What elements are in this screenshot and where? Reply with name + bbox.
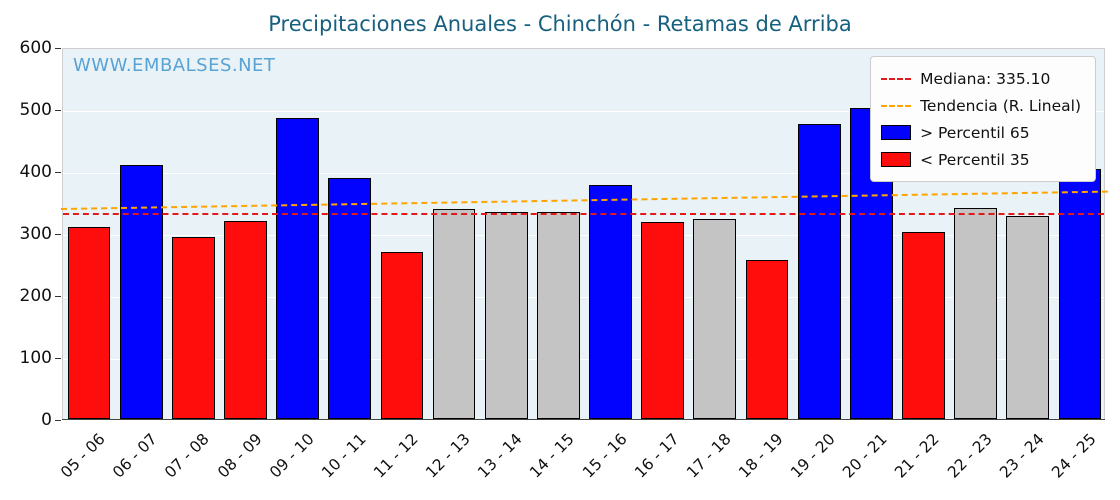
- x-axis-line: [62, 419, 1105, 420]
- bar-10-11: [328, 178, 372, 419]
- y-tick-label-500: 500: [19, 100, 52, 120]
- bar-12-13: [432, 209, 476, 419]
- chart-title: Precipitaciones Anuales - Chinchón - Ret…: [268, 12, 852, 36]
- x-tick-label-05-06: 05 - 06: [57, 430, 109, 482]
- bar-16-17: [641, 221, 685, 419]
- x-tick-label-16-17: 16 - 17: [630, 430, 683, 482]
- x-tick-label-18-19: 18 - 19: [735, 430, 787, 482]
- legend-label-below: < Percentil 35: [920, 150, 1030, 169]
- gridline-300: [63, 235, 1104, 236]
- x-tick-label-10-11: 10 - 11: [317, 430, 370, 482]
- median-dashed-line-sample: [881, 77, 912, 80]
- y-tick-mark-100: [55, 358, 61, 359]
- legend-label-trend: Tendencia (R. Lineal): [920, 96, 1081, 115]
- bar-11-12: [380, 251, 424, 419]
- y-tick-mark-200: [55, 296, 61, 297]
- bar-17-18: [693, 218, 737, 419]
- x-tick-label-06-07: 06 - 07: [109, 430, 161, 482]
- bar-15-16: [589, 185, 632, 419]
- x-tick-label-09-10: 09 - 10: [265, 430, 318, 482]
- y-tick-label-300: 300: [19, 224, 52, 244]
- trend-dashed-line-sample: [881, 104, 912, 107]
- legend: Mediana: 335.10 Tendencia (R. Lineal) > …: [870, 56, 1096, 182]
- bar-22-23: [954, 208, 997, 419]
- bar-13-14: [484, 211, 528, 419]
- bar-09-10: [276, 118, 320, 419]
- x-tick-label-15-16: 15 - 16: [578, 430, 631, 482]
- bar-19-20: [797, 123, 841, 419]
- bar-05-06: [67, 226, 111, 419]
- gridline-100: [63, 359, 1104, 360]
- watermark: WWW.EMBALSES.NET: [73, 55, 276, 76]
- gridline-200: [63, 297, 1104, 298]
- above-percentile-color-swatch: [881, 125, 912, 140]
- y-tick-mark-500: [55, 110, 61, 111]
- x-tick-label-24-25: 24 - 25: [1048, 430, 1100, 482]
- bar-08-09: [224, 220, 267, 419]
- x-tick-label-08-09: 08 - 09: [213, 430, 266, 482]
- x-tick-label-23-24: 23 - 24: [995, 430, 1048, 482]
- legend-row-trend: Tendencia (R. Lineal): [881, 92, 1081, 119]
- legend-label-median: Mediana: 335.10: [920, 69, 1051, 88]
- x-tick-label-19-20: 19 - 20: [787, 430, 839, 482]
- y-tick-label-0: 0: [41, 410, 52, 430]
- x-tick-label-21-22: 21 - 22: [891, 430, 944, 482]
- legend-row-median: Mediana: 335.10: [881, 65, 1081, 92]
- gridline-400: [63, 173, 1104, 174]
- x-tick-label-11-12: 11 - 12: [370, 430, 422, 482]
- median-line: [63, 213, 1104, 216]
- y-tick-label-200: 200: [19, 286, 52, 306]
- legend-label-above: > Percentil 65: [920, 123, 1030, 142]
- y-tick-mark-400: [55, 172, 61, 173]
- bar-21-22: [902, 232, 945, 419]
- legend-row-above-percentile: > Percentil 65: [881, 119, 1081, 146]
- trend-line: [61, 190, 1108, 211]
- y-tick-label-100: 100: [19, 348, 52, 368]
- x-tick-label-07-08: 07 - 08: [161, 430, 214, 482]
- bar-24-25: [1058, 168, 1102, 419]
- x-tick-label-22-23: 22 - 23: [943, 430, 996, 482]
- y-tick-mark-600: [55, 48, 61, 49]
- bar-07-08: [171, 237, 215, 419]
- y-tick-label-400: 400: [19, 162, 52, 182]
- y-tick-mark-0: [55, 420, 61, 421]
- bar-14-15: [537, 211, 580, 419]
- x-tick-label-20-21: 20 - 21: [839, 430, 892, 482]
- y-tick-label-600: 600: [19, 38, 52, 58]
- x-tick-label-14-15: 14 - 15: [526, 430, 579, 482]
- bar-18-19: [745, 260, 789, 419]
- below-percentile-color-swatch: [881, 152, 912, 167]
- legend-row-below-percentile: < Percentil 35: [881, 146, 1081, 173]
- bar-06-07: [119, 164, 163, 419]
- x-tick-label-13-14: 13 - 14: [474, 430, 526, 482]
- x-tick-label-12-13: 12 - 13: [422, 430, 474, 482]
- plot-area: WWW.EMBALSES.NET Mediana: 335.10 Tendenc…: [61, 48, 1108, 420]
- bar-23-24: [1006, 215, 1050, 419]
- y-tick-mark-300: [55, 234, 61, 235]
- x-tick-label-17-18: 17 - 18: [683, 430, 735, 482]
- gridline-500: [63, 111, 1104, 112]
